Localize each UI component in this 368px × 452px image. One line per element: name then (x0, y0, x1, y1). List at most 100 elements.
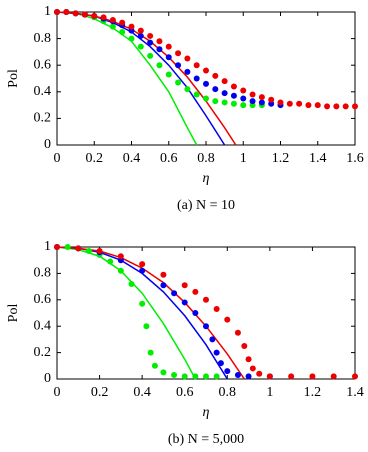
data-point (288, 373, 295, 380)
y-tick-label: 0.4 (34, 84, 52, 99)
data-point (203, 373, 209, 380)
data-point (213, 306, 220, 313)
data-point (193, 75, 200, 82)
data-point (171, 290, 178, 297)
data-point (156, 62, 163, 69)
data-point (165, 43, 172, 50)
data-point (137, 27, 144, 34)
data-point (100, 14, 107, 21)
data-point (286, 100, 293, 107)
data-point (119, 28, 126, 35)
data-point (324, 103, 331, 110)
x-axis-label: η (203, 405, 210, 420)
data-point (63, 9, 70, 15)
x-tick-label: 0 (54, 385, 61, 400)
data-point (277, 99, 284, 106)
data-point (181, 299, 188, 306)
data-point (230, 92, 237, 99)
data-point (117, 267, 124, 274)
x-tick-label: 1 (240, 151, 247, 166)
data-point (352, 373, 358, 380)
data-point (352, 103, 358, 110)
data-point (128, 35, 135, 42)
data-point (230, 83, 237, 90)
data-point (240, 87, 247, 94)
y-tick-label: 0.2 (34, 345, 52, 360)
y-tick-label: 0.8 (34, 31, 52, 46)
data-point (175, 79, 182, 86)
data-point (241, 343, 248, 349)
data-point (147, 32, 154, 39)
data-point (156, 46, 163, 53)
y-tick-label: 0 (44, 371, 51, 386)
data-point (160, 369, 167, 376)
data-point (249, 365, 256, 372)
data-point (193, 91, 200, 98)
x-tick-label: 0 (54, 151, 61, 166)
data-point (119, 19, 126, 26)
data-point (175, 50, 182, 57)
data-point (268, 96, 275, 103)
y-axis-label: Pol (6, 69, 21, 88)
theory-line (56, 246, 197, 380)
x-tick-label: 0.2 (86, 151, 104, 166)
theory-line (56, 11, 237, 146)
x-tick-label: 0.6 (160, 151, 178, 166)
data-point (160, 271, 167, 278)
x-tick-label: 0.8 (219, 385, 237, 400)
data-point (333, 103, 340, 110)
data-point (184, 55, 191, 62)
data-point (85, 247, 92, 254)
y-tick-label: 0.4 (34, 318, 52, 333)
data-point (181, 373, 188, 380)
data-point (212, 72, 219, 79)
data-point (109, 23, 116, 30)
data-point (109, 16, 116, 23)
x-tick-label: 0.4 (123, 151, 141, 166)
x-tick-label: 0.6 (176, 385, 194, 400)
y-tick-label: 0.6 (34, 292, 52, 307)
y-tick-label: 0.8 (34, 266, 52, 281)
data-point (54, 9, 60, 15)
theory-line (56, 11, 198, 146)
data-point (147, 39, 154, 46)
data-point (128, 280, 135, 287)
data-point (203, 323, 209, 330)
data-point (147, 52, 154, 59)
x-tick-label: 1 (266, 385, 273, 400)
x-axis-label: η (203, 171, 210, 186)
caption: (b) N = 5,000 (168, 432, 244, 447)
data-point (249, 91, 256, 98)
data-point (314, 102, 321, 109)
data-point (213, 349, 220, 356)
data-point (234, 329, 241, 336)
data-point (175, 62, 182, 69)
data-point (224, 368, 231, 375)
data-point (151, 362, 158, 369)
y-tick-label: 0.6 (34, 57, 52, 72)
data-point (75, 245, 82, 252)
plot-frame (56, 11, 356, 146)
data-point (330, 373, 337, 380)
data-point (240, 102, 247, 109)
data-point (139, 261, 146, 268)
data-point (117, 253, 124, 260)
data-point (64, 244, 71, 250)
data-point (184, 86, 191, 93)
data-point (296, 100, 303, 107)
data-point (192, 310, 199, 316)
x-tick-label: 1.2 (304, 385, 322, 400)
data-point (212, 86, 219, 93)
data-point (137, 43, 144, 50)
data-point (54, 244, 60, 250)
data-point (139, 300, 146, 307)
data-point (193, 62, 200, 69)
data-point (96, 247, 103, 254)
data-point (139, 267, 146, 274)
data-point (184, 68, 191, 75)
data-point (224, 316, 231, 323)
x-tick-label: 1.4 (309, 151, 327, 166)
x-tick-label: 1.6 (346, 151, 364, 166)
data-point (258, 94, 265, 101)
data-point (221, 99, 228, 106)
